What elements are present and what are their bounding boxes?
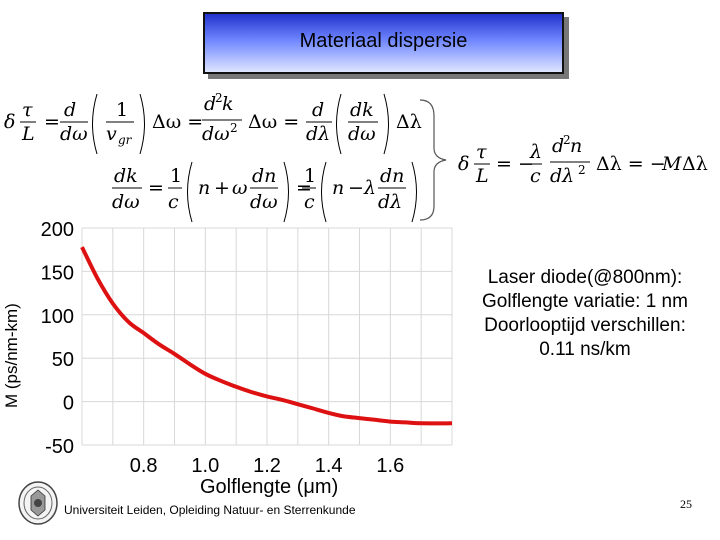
slide-title: Materiaal dispersie [299, 29, 468, 52]
svg-text:2: 2 [230, 121, 238, 135]
svg-text:ω: ω [232, 177, 248, 199]
svg-text:Δω =: Δω = [248, 111, 299, 133]
svg-text:c: c [530, 165, 541, 187]
svg-text:dk: dk [114, 165, 138, 187]
x-axis-label: Golflengte (μm) [200, 476, 339, 498]
svg-text:c: c [304, 191, 315, 213]
svg-text:τ: τ [22, 99, 33, 121]
svg-text:dλ: dλ [378, 191, 402, 213]
annotation-line: Golflengte variatie: 1 nm [482, 291, 688, 312]
svg-text:dω: dω [112, 191, 140, 213]
svg-text:1: 1 [170, 165, 182, 187]
svg-text:Δλ: Δλ [396, 111, 422, 133]
title-box: Materiaal dispersie [203, 12, 564, 74]
y-tick-label: 200 [41, 219, 74, 241]
annotation-line: Doorlooptijd verschillen: [484, 315, 686, 336]
svg-text:L: L [475, 165, 489, 187]
series-line-dispersion [80, 246, 453, 426]
svg-text:d: d [552, 135, 564, 157]
svg-text:L: L [21, 123, 35, 145]
svg-text:τ: τ [476, 141, 487, 163]
svg-text:k: k [222, 93, 234, 115]
svg-text:2: 2 [563, 133, 571, 147]
annotation-text: Laser diode(@800nm): Golflengte variatie… [452, 266, 718, 362]
svg-text:=: = [148, 177, 164, 199]
svg-text:dω: dω [348, 123, 376, 145]
svg-text:1: 1 [304, 165, 316, 187]
svg-text:2: 2 [578, 163, 586, 177]
x-tick-label: 0.8 [130, 455, 158, 477]
svg-text:n: n [198, 177, 210, 199]
y-tick-label: -50 [45, 436, 74, 458]
svg-text:1: 1 [116, 99, 128, 121]
svg-text:dλ: dλ [306, 123, 330, 145]
annotation-line: Laser diode(@800nm): [487, 267, 683, 288]
x-tick-label: 1.6 [376, 455, 404, 477]
svg-text:dn: dn [252, 165, 276, 187]
svg-text:d: d [204, 93, 216, 115]
svg-text:λ: λ [363, 177, 376, 199]
svg-text:dλ: dλ [550, 165, 574, 187]
y-tick-label: 50 [52, 349, 74, 371]
svg-text:dn: dn [380, 165, 404, 187]
svg-text:gr: gr [118, 133, 133, 147]
page-number: 25 [680, 497, 692, 511]
x-tick-label: 1.0 [191, 455, 219, 477]
svg-text:δ: δ [4, 111, 15, 133]
svg-text:δ: δ [458, 153, 469, 175]
y-tick-label: 0 [63, 393, 74, 415]
svg-text:Δλ = −: Δλ = − [596, 153, 666, 175]
svg-text:d: d [64, 99, 76, 121]
x-tick-labels: 0.8 1.0 1.2 1.4 1.6 [130, 455, 404, 477]
svg-text:n: n [332, 177, 344, 199]
chart-grid [81, 227, 453, 446]
svg-text:Δλ: Δλ [682, 153, 708, 175]
svg-text:+: + [214, 177, 230, 199]
y-tick-labels: -50 0 50 100 150 200 [41, 219, 74, 458]
svg-text:2: 2 [215, 91, 223, 105]
svg-text:c: c [168, 191, 179, 213]
svg-text:λ: λ [529, 141, 542, 163]
svg-text:−: − [348, 177, 364, 199]
y-tick-label: 100 [41, 306, 74, 328]
svg-text:Δω =: Δω = [152, 111, 203, 133]
svg-text:dω: dω [60, 123, 88, 145]
university-seal-icon [18, 481, 58, 525]
svg-text:dω: dω [250, 191, 278, 213]
svg-text:v: v [106, 123, 117, 145]
annotation-line: 0.11 ns/km [539, 339, 631, 360]
svg-text:dω: dω [202, 123, 230, 145]
svg-text:n: n [570, 135, 582, 157]
x-tick-label: 1.4 [315, 455, 343, 477]
svg-text:= −: = − [496, 153, 534, 175]
brace-connector [419, 99, 447, 221]
y-tick-label: 150 [41, 262, 74, 284]
y-axis-label: M (ps/nm-km) [2, 303, 21, 408]
x-tick-label: 1.2 [253, 455, 281, 477]
footer-text: Universiteit Leiden, Opleiding Natuur- e… [64, 503, 356, 517]
svg-text:d: d [312, 99, 324, 121]
svg-text:=: = [44, 111, 60, 133]
svg-text:dk: dk [350, 99, 374, 121]
svg-text:M: M [661, 153, 682, 175]
